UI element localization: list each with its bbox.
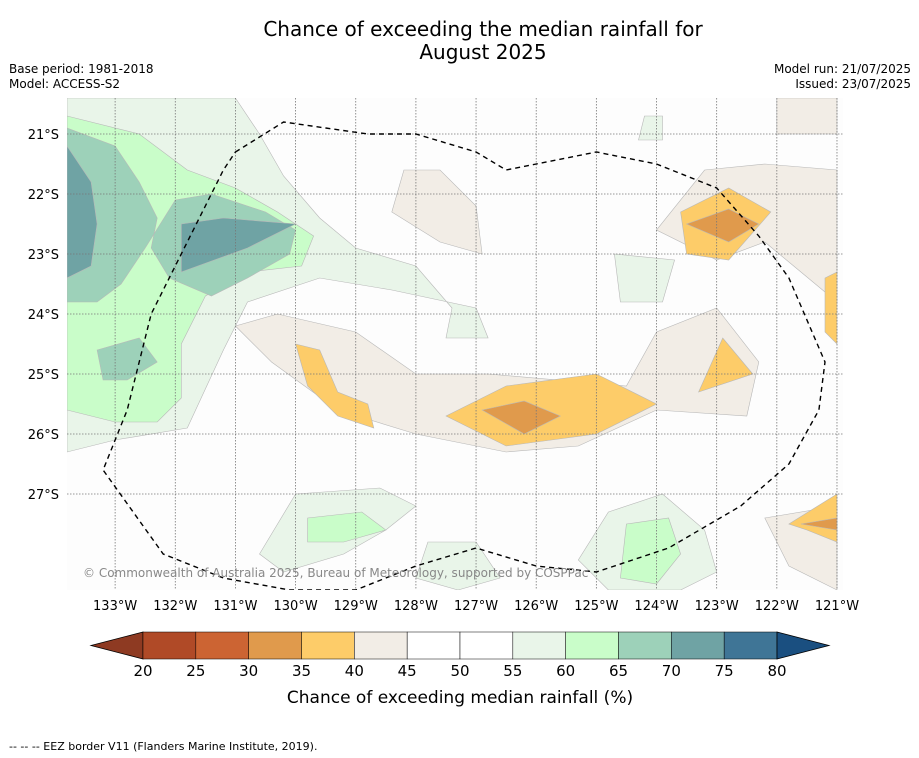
model-name: Model: ACCESS-S2 xyxy=(9,77,121,91)
x-tick-label: 127°W xyxy=(454,599,498,614)
colorbar-label: Chance of exceeding median rainfall (%) xyxy=(287,688,633,708)
colorbar-segment xyxy=(565,631,619,660)
base-period: Base period: 1981-2018 xyxy=(9,62,154,76)
x-tick-label: 132°W xyxy=(153,599,197,614)
y-tick-label: 27°S xyxy=(28,488,59,503)
contour-region-40 xyxy=(698,337,754,393)
contour-region-65 xyxy=(620,517,681,585)
colorbar-segment xyxy=(459,631,514,660)
colorbar-segment xyxy=(406,631,461,660)
contour-region-75 xyxy=(181,217,297,273)
colorbar-tick-label: 25 xyxy=(186,662,205,680)
x-tick-label: 126°W xyxy=(514,599,558,614)
gridlines xyxy=(67,98,843,590)
colorbar-tick-label: 35 xyxy=(292,662,311,680)
model-run: Model run: 21/07/2025 xyxy=(773,62,911,76)
x-tick-label: 123°W xyxy=(695,599,739,614)
title-line-2: August 2025 xyxy=(419,40,547,64)
contour-region-60 xyxy=(415,541,501,590)
x-tick-label: 125°W xyxy=(574,599,618,614)
x-tick-label: 122°W xyxy=(755,599,799,614)
colorbar-segment xyxy=(142,631,197,660)
chart-title: Chance of exceeding the median rainfall … xyxy=(0,18,919,64)
x-tick-label: 133°W xyxy=(93,599,137,614)
contour-region-40 xyxy=(824,271,838,345)
contour-region-45 xyxy=(776,98,838,135)
contour-region-35 xyxy=(481,400,562,435)
y-tick-label: 26°S xyxy=(28,428,59,443)
colorbar-segment xyxy=(512,631,566,660)
colorbar-segment xyxy=(671,631,725,660)
meta-left: Base period: 1981-2018 Model: ACCESS-S2 xyxy=(9,62,154,92)
x-tick-label: 128°W xyxy=(394,599,438,614)
title-line-1: Chance of exceeding the median rainfall … xyxy=(263,17,703,41)
colorbar-tick-label: 55 xyxy=(503,662,522,680)
y-tick-label: 21°S xyxy=(28,128,59,143)
colorbar-tick-label: 65 xyxy=(609,662,628,680)
y-tick-label: 22°S xyxy=(28,188,59,203)
issued-date: Issued: 23/07/2025 xyxy=(795,77,911,91)
contour-region-40 xyxy=(295,343,375,429)
contour-region-65 xyxy=(307,511,387,543)
colorbar-segment xyxy=(195,631,249,660)
x-tick-label: 130°W xyxy=(274,599,318,614)
x-tick-label: 131°W xyxy=(213,599,257,614)
colorbar-tick-label: 50 xyxy=(450,662,469,680)
meta-right: Model run: 21/07/2025 Issued: 23/07/2025 xyxy=(774,62,911,92)
contour-region-70 xyxy=(96,337,158,381)
x-tick-label: 129°W xyxy=(334,599,378,614)
colorbar-segment xyxy=(248,631,302,660)
contour-region-60 xyxy=(614,253,675,303)
contour-region-35 xyxy=(685,208,760,243)
colorbar-tick-label: 60 xyxy=(556,662,575,680)
colorbar-tick-label: 40 xyxy=(345,662,364,680)
y-tick-label: 25°S xyxy=(28,368,59,383)
contour-region-75 xyxy=(67,145,98,279)
contour-region-70 xyxy=(67,127,296,303)
colorbar-tick-label: 70 xyxy=(662,662,681,680)
eez-footnote: -- -- -- EEZ border V11 (Flanders Marine… xyxy=(9,740,318,753)
colorbar-segment xyxy=(618,631,672,660)
colorbar-tick-label: 45 xyxy=(398,662,417,680)
y-tick-label: 23°S xyxy=(28,248,59,263)
colorbar-tick-label: 20 xyxy=(133,662,152,680)
x-tick-label: 121°W xyxy=(815,599,859,614)
contour-regions xyxy=(67,98,838,590)
colorbar-segment xyxy=(354,631,408,660)
colorbar-tick-label: 75 xyxy=(715,662,734,680)
x-tick-label: 124°W xyxy=(634,599,678,614)
colorbar-segment xyxy=(723,631,778,660)
colorbar-extend-low xyxy=(89,631,144,660)
y-tick-label: 24°S xyxy=(28,308,59,323)
colorbar-tick-label: 30 xyxy=(239,662,258,680)
colorbar-segment xyxy=(301,631,355,660)
attribution-text: © Commonwealth of Australia 2025, Bureau… xyxy=(83,566,588,580)
colorbar-extend-high xyxy=(776,631,831,660)
colorbar-tick-label: 80 xyxy=(767,662,786,680)
